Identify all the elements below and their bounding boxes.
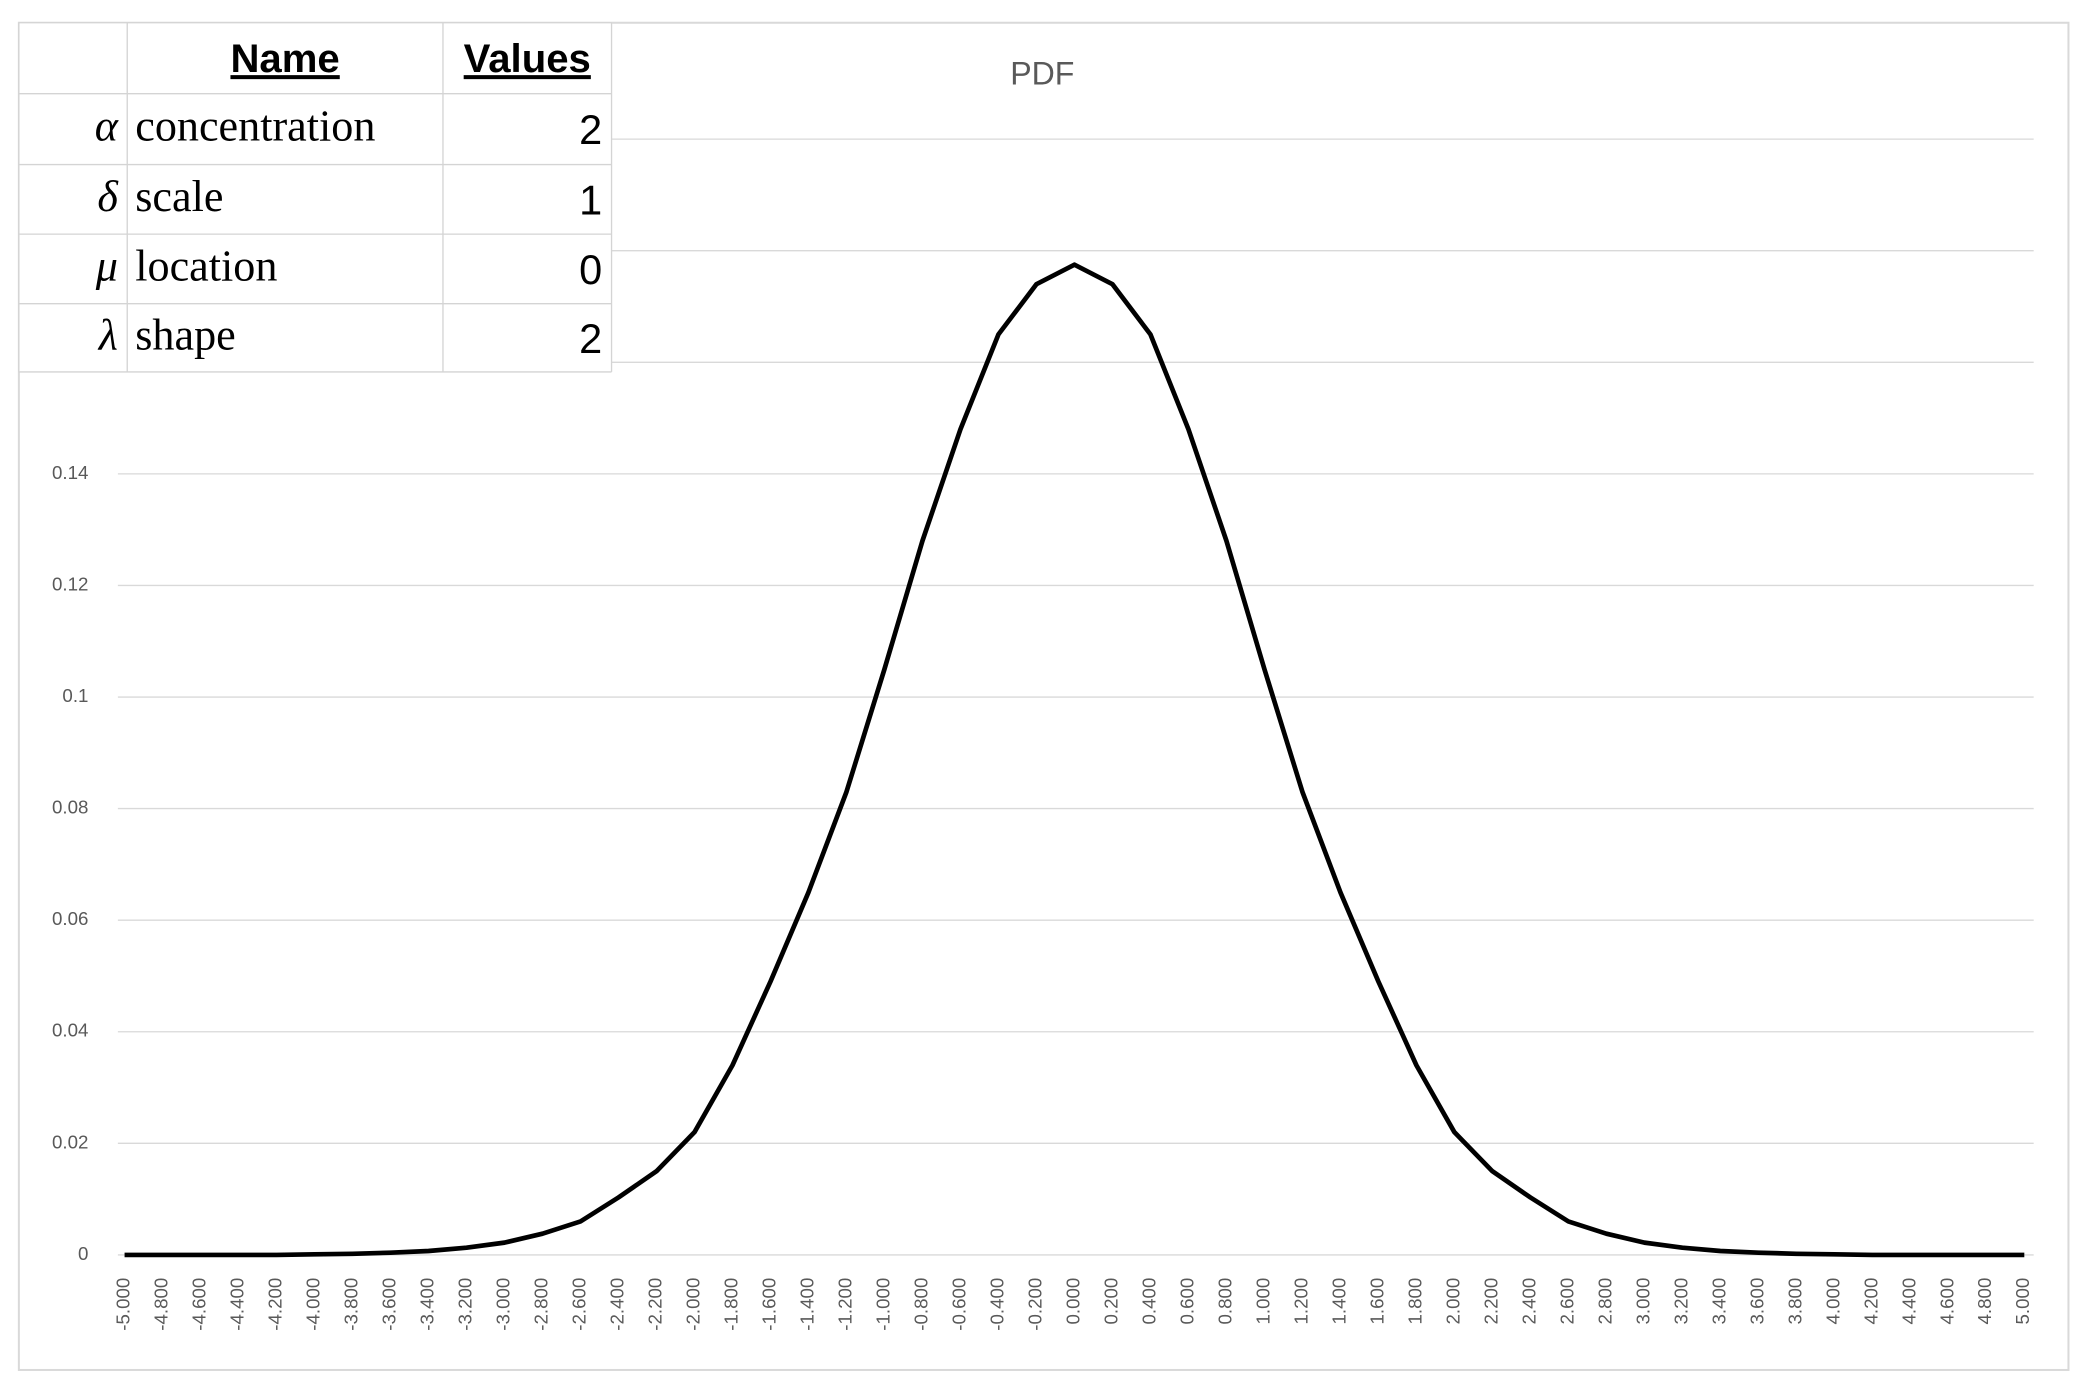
x-tick-label: 0.200: [1100, 1278, 1121, 1325]
x-tick-label: -2.800: [530, 1278, 551, 1331]
x-tick-label: 3.200: [1670, 1278, 1691, 1325]
x-tick-label: 2.200: [1480, 1278, 1501, 1325]
x-tick-label: -3.000: [492, 1278, 513, 1331]
x-tick-label: -3.400: [416, 1278, 437, 1331]
x-tick-label: 2.600: [1556, 1278, 1577, 1325]
x-tick-label: 4.000: [1822, 1278, 1843, 1325]
table-header: Values: [464, 36, 591, 81]
x-tick-label: -3.800: [340, 1278, 361, 1331]
pdf-line: [124, 262, 2025, 1258]
table-header: Name: [230, 36, 339, 81]
x-tick-label: 1.200: [1290, 1278, 1311, 1325]
table-name: concentration: [135, 102, 375, 151]
x-tick-label: -1.200: [834, 1278, 855, 1331]
chart-title: PDF: [1010, 56, 1074, 92]
x-tick-label: -2.600: [568, 1278, 589, 1331]
table-value: 1: [579, 176, 602, 223]
y-tick-label: 0.08: [52, 797, 88, 818]
x-tick-label: 0.000: [1062, 1278, 1083, 1325]
x-tick-label: 3.000: [1632, 1278, 1653, 1325]
x-tick-label: -5.000: [113, 1278, 134, 1331]
x-tick-label: -1.400: [796, 1278, 817, 1331]
x-tick-label: -2.200: [644, 1278, 665, 1331]
x-tick-label: -1.600: [758, 1278, 779, 1331]
x-tick-label: 4.800: [1974, 1278, 1995, 1325]
y-tick-label: 0.04: [52, 1020, 88, 1041]
x-tick-label: 1.400: [1328, 1278, 1349, 1325]
table-name: shape: [135, 310, 235, 359]
x-tick-label: 1.000: [1252, 1278, 1273, 1325]
x-tick-label: -0.200: [1024, 1278, 1045, 1331]
x-tick-label: -4.000: [302, 1278, 323, 1331]
x-tick-label: 2.000: [1442, 1278, 1463, 1325]
x-tick-label: -0.800: [910, 1278, 931, 1331]
table-symbol: λ: [97, 310, 118, 359]
x-tick-label: -4.600: [188, 1278, 209, 1331]
x-tick-label: -4.800: [150, 1278, 171, 1331]
table-value: 2: [579, 315, 602, 362]
x-tick-label: 3.600: [1746, 1278, 1767, 1325]
x-tick-label: 0.400: [1138, 1278, 1159, 1325]
table-symbol: δ: [97, 172, 119, 221]
x-tick-label: 5.000: [2012, 1278, 2033, 1325]
table-name: scale: [135, 172, 223, 221]
x-tick-label: -2.400: [606, 1278, 627, 1331]
x-tick-label: 2.400: [1518, 1278, 1539, 1325]
x-tick-label: -0.600: [948, 1278, 969, 1331]
x-tick-label: -4.200: [264, 1278, 285, 1331]
x-tick-label: -2.000: [682, 1278, 703, 1331]
x-tick-label: -0.400: [986, 1278, 1007, 1331]
x-tick-label: -4.400: [226, 1278, 247, 1331]
y-tick-label: 0.06: [52, 908, 88, 929]
table-value: 2: [579, 106, 602, 153]
y-tick-label: 0.1: [62, 685, 88, 706]
x-tick-label: 1.600: [1366, 1278, 1387, 1325]
parameter-table: Name Values α concentration 2 δ scale 1 μ locatio…: [18, 22, 613, 373]
y-tick-label: 0.02: [52, 1131, 88, 1152]
table-symbol: μ: [95, 241, 118, 290]
x-tick-label: -3.600: [378, 1278, 399, 1331]
table-name: location: [135, 241, 277, 290]
x-tick-label: -1.800: [720, 1278, 741, 1331]
x-tick-label: 0.800: [1214, 1278, 1235, 1325]
table-value: 0: [579, 246, 602, 293]
x-tick-label: 4.400: [1898, 1278, 1919, 1325]
x-tick-label: 0.600: [1176, 1278, 1197, 1325]
x-tick-label: 3.400: [1708, 1278, 1729, 1325]
x-tick-label: 1.800: [1404, 1278, 1425, 1325]
table-symbol: α: [95, 102, 119, 151]
table-background: [18, 22, 612, 372]
x-tick-label: -3.200: [454, 1278, 475, 1331]
x-tick-label: 4.600: [1936, 1278, 1957, 1325]
y-tick-label: 0: [78, 1243, 88, 1264]
y-tick-label: 0.12: [52, 573, 88, 594]
x-tick-label: 2.800: [1594, 1278, 1615, 1325]
x-tick-label: 4.200: [1860, 1278, 1881, 1325]
y-tick-label: 0.14: [52, 462, 88, 483]
x-tick-label: -1.000: [872, 1278, 893, 1331]
x-tick-label: 3.800: [1784, 1278, 1805, 1325]
